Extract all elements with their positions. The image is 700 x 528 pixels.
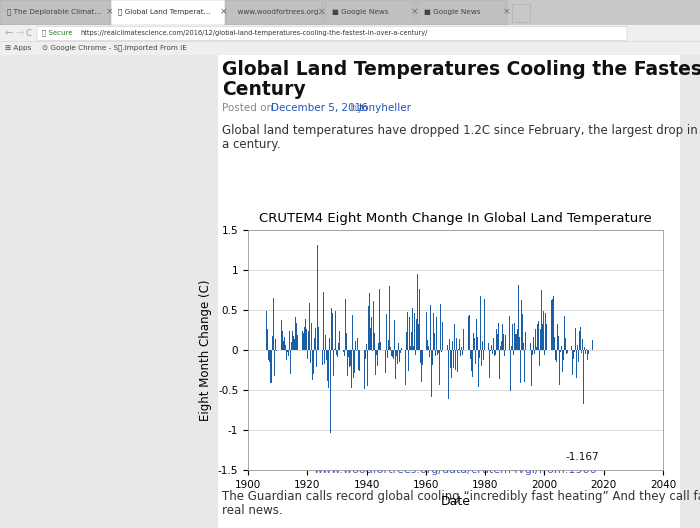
- Text: ×: ×: [503, 7, 510, 16]
- FancyBboxPatch shape: [226, 0, 323, 25]
- Text: ×: ×: [106, 7, 113, 16]
- Text: ×: ×: [318, 7, 326, 16]
- Text: ⊙ Google Chrome - S...: ⊙ Google Chrome - S...: [42, 45, 125, 51]
- Text: -1.167: -1.167: [565, 452, 598, 463]
- Text: www.woodfortrees.org/data/crutem4vgl/from:1906: www.woodfortrees.org/data/crutem4vgl/fro…: [314, 465, 597, 475]
- Text: www.woodfortrees.org...: www.woodfortrees.org...: [233, 9, 326, 15]
- Text: C: C: [25, 29, 31, 37]
- X-axis label: Date: Date: [440, 495, 470, 508]
- FancyBboxPatch shape: [0, 0, 110, 25]
- Bar: [0, 55, 218, 528]
- Bar: [0, 25, 700, 41]
- Text: ×: ×: [220, 7, 228, 16]
- FancyBboxPatch shape: [325, 0, 415, 25]
- Text: 🔒 Secure: 🔒 Secure: [42, 30, 73, 36]
- Text: a century.: a century.: [222, 138, 281, 151]
- FancyBboxPatch shape: [37, 26, 627, 41]
- Text: ■ Google News: ■ Google News: [332, 9, 389, 15]
- Bar: [218, 55, 700, 528]
- Bar: [512, 4, 530, 22]
- Text: →: →: [15, 28, 23, 38]
- Text: Century: Century: [222, 80, 306, 99]
- Text: ■ Google News: ■ Google News: [424, 9, 480, 15]
- Text: December 5, 2016: December 5, 2016: [271, 103, 368, 113]
- Text: ⊞ Apps: ⊞ Apps: [5, 45, 32, 51]
- Text: 📁 Imported From IE: 📁 Imported From IE: [118, 45, 187, 51]
- Text: ⎙ Global Land Temperat...: ⎙ Global Land Temperat...: [118, 8, 211, 15]
- Text: ×: ×: [411, 7, 419, 16]
- Text: The Guardian calls record global cooling “incredibly fast heating” And they call: The Guardian calls record global cooling…: [222, 490, 700, 503]
- FancyBboxPatch shape: [111, 0, 225, 25]
- Bar: [0, 41, 700, 55]
- Text: https://realclimatescience.com/2016/12/global-land-temperatures-cooling-the-fast: https://realclimatescience.com/2016/12/g…: [80, 30, 428, 36]
- Text: real news.: real news.: [222, 504, 283, 517]
- Text: Global land temperatures have dropped 1.2C since February, the largest drop in m: Global land temperatures have dropped 1.…: [222, 124, 700, 137]
- Text: Global Land Temperatures Cooling the Fastest In Over A: Global Land Temperatures Cooling the Fas…: [222, 60, 700, 79]
- Text: ⎙ The Deplorable Climat...: ⎙ The Deplorable Climat...: [7, 8, 101, 15]
- Title: CRUTEM4 Eight Month Change In Global Land Temperature: CRUTEM4 Eight Month Change In Global Lan…: [259, 212, 652, 225]
- Bar: [680, 55, 700, 528]
- Y-axis label: Eight Month Change (C): Eight Month Change (C): [199, 279, 212, 421]
- Text: Posted on: Posted on: [222, 103, 276, 113]
- Text: tonyheller: tonyheller: [359, 103, 412, 113]
- Text: by: by: [347, 103, 366, 113]
- Bar: [0, 0, 700, 25]
- Text: ←: ←: [5, 28, 13, 38]
- FancyBboxPatch shape: [417, 0, 507, 25]
